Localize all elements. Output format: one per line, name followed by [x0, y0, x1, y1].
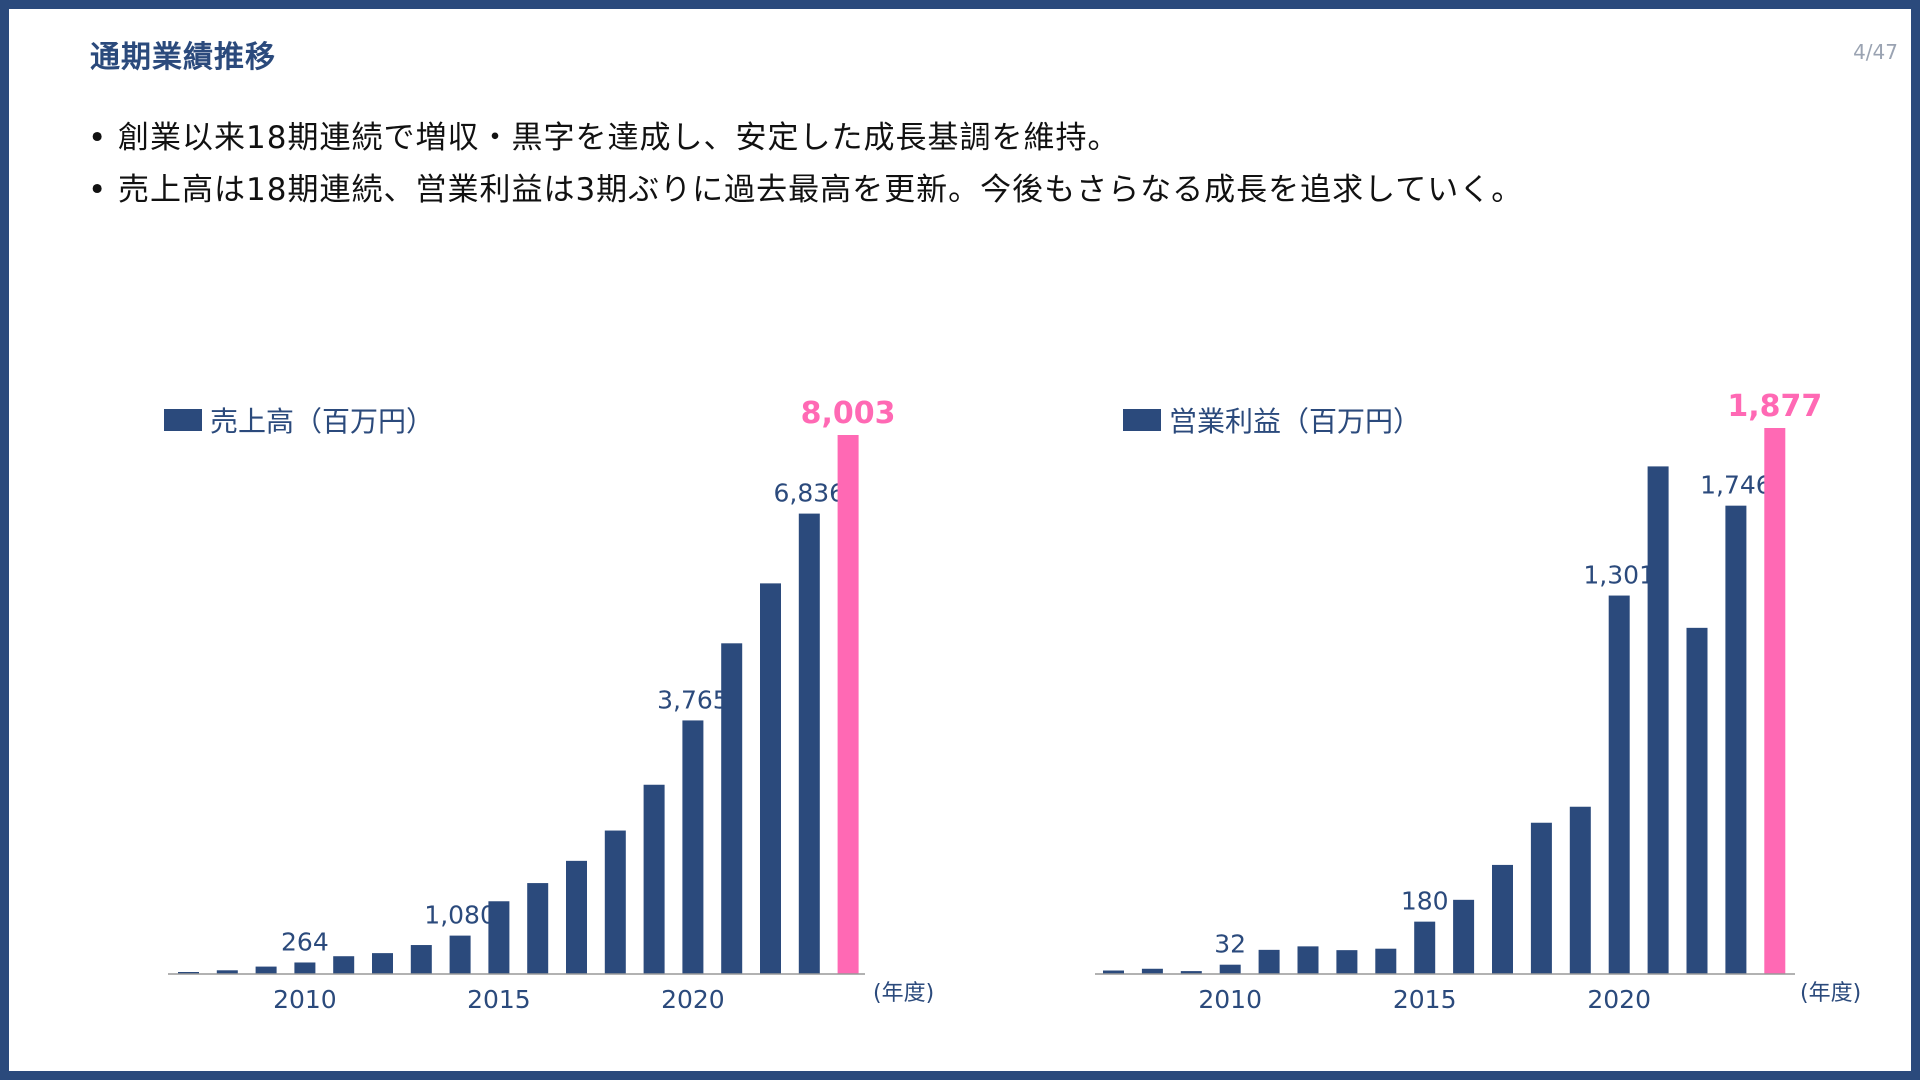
bullet-text: 売上高は18期連続、営業利益は3期ぶりに過去最高を更新。今後もさらなる成長を追求…: [118, 172, 1524, 208]
operating-profit-chart: 営業利益（百万円） 32 2010 180 2015 1,301 2020 1,746 1,8…: [1065, 360, 1885, 1040]
bar-2020: [682, 720, 704, 974]
data-label-2014: 1,080: [424, 901, 496, 930]
bar-2013: [1336, 950, 1358, 974]
data-label-2023: 6,836: [774, 479, 846, 508]
x-tick-label-2015: 2015: [467, 985, 531, 1014]
bar-2015: [488, 901, 510, 974]
data-label-2010: 32: [1214, 930, 1246, 959]
bullet-text: 創業以来18期連続で増収・黒字を達成し、安定した成長基調を維持。: [118, 120, 1120, 156]
bar-2016: [1453, 899, 1475, 974]
bullet-marker: •: [88, 172, 108, 208]
x-tick-label-2010: 2010: [273, 985, 337, 1014]
bar-2012: [1297, 946, 1319, 974]
x-tick-label-2015: 2015: [1393, 985, 1457, 1014]
bar-2019: [1569, 806, 1591, 974]
x-axis-unit-label: (年度): [873, 981, 934, 1006]
bullet-marker: •: [88, 120, 108, 156]
bar-2010: [1219, 964, 1241, 974]
x-tick-label-2020: 2020: [1587, 985, 1651, 1014]
bar-2019: [643, 784, 665, 974]
bar-2022: [760, 583, 781, 974]
bar-2016: [527, 883, 549, 974]
bullet-item: • 売上高は18期連続、営業利益は3期ぶりに過去最高を更新。今後もさらなる成長を追…: [88, 164, 1523, 216]
bar-2015: [1414, 921, 1436, 974]
bar-2010: [294, 962, 316, 974]
x-tick-label-2020: 2020: [661, 985, 725, 1014]
bar-2007: [1103, 970, 1124, 974]
bar-2008: [216, 970, 238, 974]
bar-2020: [1608, 595, 1630, 974]
bar-2014: [1375, 948, 1397, 974]
bar-2007: [178, 972, 199, 974]
bar-2018: [604, 830, 626, 974]
data-label-2020: 3,765: [657, 685, 729, 714]
data-label-2015: 180: [1401, 887, 1449, 916]
chart-legend: 売上高（百万円）: [164, 400, 434, 440]
operating-profit-chart-plot: 32 2010 180 2015 1,301 2020 1,746 1,877 (年度): [1095, 389, 1861, 1014]
bar-2011: [333, 956, 355, 974]
bar-2021: [1647, 466, 1669, 974]
bullet-list: • 創業以来18期連続で増収・黒字を達成し、安定した成長基調を維持。 • 売上高は1…: [88, 112, 1523, 216]
chart-legend: 営業利益（百万円）: [1123, 400, 1421, 440]
bar-2024: [1764, 428, 1786, 974]
bar-2021: [721, 643, 743, 974]
data-label-2023: 1,746: [1700, 471, 1772, 500]
legend-label: 営業利益（百万円）: [1169, 405, 1422, 438]
bullet-item: • 創業以来18期連続で増収・黒字を達成し、安定した成長基調を維持。: [88, 112, 1523, 164]
x-tick-label-2010: 2010: [1198, 985, 1262, 1014]
bar-2008: [1141, 968, 1163, 974]
legend-swatch: [1123, 409, 1161, 431]
bar-2017: [1492, 864, 1513, 974]
slide-title: 通期業績推移: [90, 40, 276, 75]
bar-2023: [1725, 505, 1747, 974]
bar-2024: [837, 435, 859, 974]
bar-2012: [372, 953, 393, 974]
bar-2011: [1258, 949, 1280, 974]
data-label-2020: 1,301: [1583, 561, 1655, 590]
bar-2017: [566, 860, 587, 974]
x-axis-unit-label: (年度): [1800, 981, 1861, 1006]
data-label-2024: 8,003: [801, 396, 896, 431]
page-number: 4/47: [1853, 40, 1898, 64]
bar-2022: [1686, 627, 1708, 974]
bar-2013: [410, 945, 432, 974]
bar-2023: [798, 513, 820, 974]
revenue-chart: 売上高（百万円） 264 2010 1,080 2015 3,765 2020 6,836 8…: [140, 360, 960, 1040]
data-label-2010: 264: [281, 927, 329, 956]
bar-2009: [255, 966, 277, 974]
data-label-2024: 1,877: [1727, 389, 1822, 424]
bar-2018: [1530, 822, 1552, 974]
bar-2009: [1180, 971, 1202, 974]
bar-2014: [449, 935, 471, 974]
legend-swatch: [164, 409, 202, 431]
revenue-chart-plot: 264 2010 1,080 2015 3,765 2020 6,836 8,003 (年度): [168, 396, 934, 1014]
legend-label: 売上高（百万円）: [210, 405, 435, 438]
